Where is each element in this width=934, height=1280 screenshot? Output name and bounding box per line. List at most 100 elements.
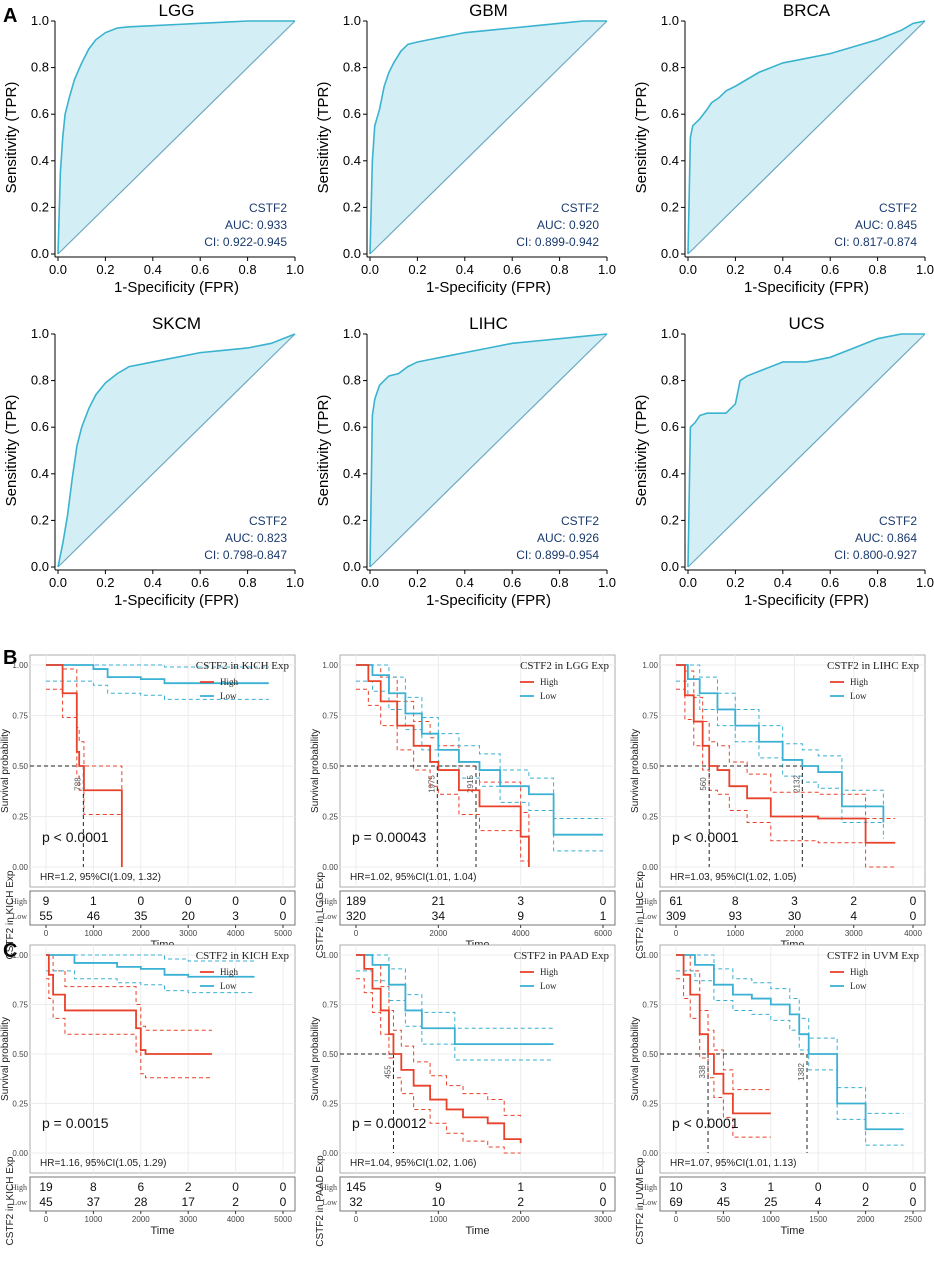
y-tick-label: 0.2 <box>31 512 49 527</box>
roc-curve <box>369 333 608 568</box>
km-median-label: 338 <box>698 1065 707 1079</box>
km-high-curve <box>676 954 771 1115</box>
roc-auc-label: AUC: 0.845 <box>855 218 917 232</box>
x-tick-label: 0.2 <box>408 262 426 277</box>
legend-low-label: Low <box>850 691 867 701</box>
km-y-tick-label: 0.50 <box>12 1050 28 1059</box>
km-panels: 0.00 0.25 0.50 0.75 1.00 Survival probability… <box>0 654 926 1247</box>
roc-diagonal <box>369 20 608 255</box>
x-tick-label: 0.2 <box>96 575 114 590</box>
roc-title: UCS <box>789 314 825 333</box>
risk-row-label-high: High <box>641 897 657 906</box>
risk-count-high: 6 <box>137 1180 144 1194</box>
x-tick-label: 0.0 <box>361 262 379 277</box>
km-p-value: p = 0.00012 <box>352 1115 427 1131</box>
km-y-tick-label: 0.00 <box>12 1149 28 1158</box>
km-y-tick-label: 0.25 <box>642 813 658 822</box>
km-y-tick-label: 1.00 <box>642 951 658 960</box>
km-hazard-ratio: HR=1.16, 95%CI(1.05, 1.29) <box>40 1158 166 1169</box>
km-plot-frame <box>339 944 616 1174</box>
x-tick-label: 0.0 <box>679 575 697 590</box>
km-low-curve <box>356 664 603 836</box>
risk-count-high: 19 <box>39 1180 53 1194</box>
km-plot-frame <box>29 944 296 1174</box>
risk-x-tick-label: 4000 <box>227 929 245 938</box>
risk-x-tick-label: 2000 <box>786 929 804 938</box>
x-tick-label: 0.8 <box>551 575 569 590</box>
km-plot-frame <box>339 654 616 888</box>
km-title: CSTF2 in KICH Exp <box>196 950 290 962</box>
risk-count-low: 0 <box>910 909 917 923</box>
roc-diagonal <box>687 333 926 568</box>
risk-row-label-low: Low <box>642 912 657 921</box>
roc-chart-skcm: 0.00.0 0.2 0.2 0.4 0.4 0.6 0.6 0.8 0.8 1.0 1.0 SKCM… <box>3 314 304 609</box>
km-hazard-ratio: HR=1.02, 95%CI(1.01, 1.04) <box>350 872 476 883</box>
x-tick-label: 0.6 <box>191 575 209 590</box>
x-axis-title: 1-Specificity (FPR) <box>744 279 869 296</box>
roc-curve <box>687 20 926 255</box>
x-tick-label: 0.6 <box>821 575 839 590</box>
legend-low-label: Low <box>540 691 557 701</box>
risk-count-high: 9 <box>43 894 50 908</box>
roc-diagonal <box>369 333 608 568</box>
x-axis-title: 1-Specificity (FPR) <box>744 592 869 609</box>
roc-auc-label: AUC: 0.864 <box>855 531 917 545</box>
y-tick-label: 1.0 <box>661 13 679 28</box>
roc-curve <box>687 333 925 568</box>
km-p-value: p < 0.0001 <box>42 829 109 845</box>
km-y-tick-label: 0.75 <box>12 712 28 721</box>
roc-gene-label: CSTF2 <box>561 514 599 528</box>
risk-count-high: 145 <box>346 1180 366 1194</box>
x-tick-label: 0.2 <box>408 575 426 590</box>
risk-count-high: 1 <box>517 1180 524 1194</box>
risk-count-high: 0 <box>600 1180 607 1194</box>
panel-label-c: C <box>3 940 17 962</box>
y-tick-label: 0.8 <box>661 60 679 75</box>
risk-count-low: 34 <box>432 909 446 923</box>
km-low-curve <box>46 664 269 685</box>
x-tick-label: 0.0 <box>49 575 67 590</box>
km-median-label: 788 <box>73 777 82 791</box>
km-hazard-ratio: HR=1.04, 95%CI(1.02, 1.06) <box>350 1158 476 1169</box>
risk-count-low: 0 <box>280 909 287 923</box>
roc-gene-label: CSTF2 <box>249 201 287 215</box>
km-median-label: 2132 <box>792 775 801 793</box>
roc-gene-label: CSTF2 <box>561 201 599 215</box>
risk-count-high: 0 <box>862 1180 869 1194</box>
km-title: CSTF2 in PAAD Exp <box>514 950 610 962</box>
risk-x-tick-label: 1000 <box>429 1215 447 1224</box>
risk-count-high: 0 <box>600 894 607 908</box>
km-y-axis-title: Survival probability <box>310 729 321 813</box>
risk-count-low: 17 <box>182 1195 196 1209</box>
x-tick-label: 0.8 <box>869 575 887 590</box>
risk-count-high: 0 <box>910 894 917 908</box>
risk-count-high: 0 <box>815 1180 822 1194</box>
risk-row-label-high: High <box>321 1183 337 1192</box>
risk-x-tick-label: 0 <box>44 929 49 938</box>
risk-count-high: 2 <box>185 1180 192 1194</box>
km-y-tick-label: 0.25 <box>322 813 338 822</box>
risk-x-tick-label: 4000 <box>904 929 922 938</box>
risk-table-y-label: CSTF2 in KICH Exp <box>5 1156 16 1245</box>
risk-count-high: 0 <box>280 1180 287 1194</box>
y-tick-label: 1.0 <box>31 326 49 341</box>
roc-gene-label: CSTF2 <box>249 514 287 528</box>
x-axis-title: 1-Specificity (FPR) <box>114 279 239 296</box>
km-chart-4: 0.00 0.25 0.50 0.75 1.00 Survival probability… <box>0 944 296 1245</box>
x-axis-title: 1-Specificity (FPR) <box>114 592 239 609</box>
roc-ci-label: CI: 0.798-0.847 <box>204 548 287 562</box>
x-tick-label: 0.4 <box>456 575 474 590</box>
legend-high-label: High <box>220 677 239 687</box>
risk-row-label-low: Low <box>322 1198 337 1207</box>
y-tick-label: 0.6 <box>31 419 49 434</box>
x-tick-label: 0.0 <box>679 262 697 277</box>
y-tick-label: 0.0 <box>343 559 361 574</box>
km-low-ci-upper <box>356 954 554 1029</box>
x-tick-label: 0.0 <box>49 262 67 277</box>
risk-table-frame <box>339 1176 616 1212</box>
y-tick-label: 0.8 <box>31 60 49 75</box>
km-hazard-ratio: HR=1.07, 95%CI(1.01, 1.13) <box>670 1158 796 1169</box>
risk-x-tick-label: 0 <box>354 929 359 938</box>
km-high-curve <box>676 664 896 844</box>
risk-row-label-low: Low <box>12 1198 27 1207</box>
